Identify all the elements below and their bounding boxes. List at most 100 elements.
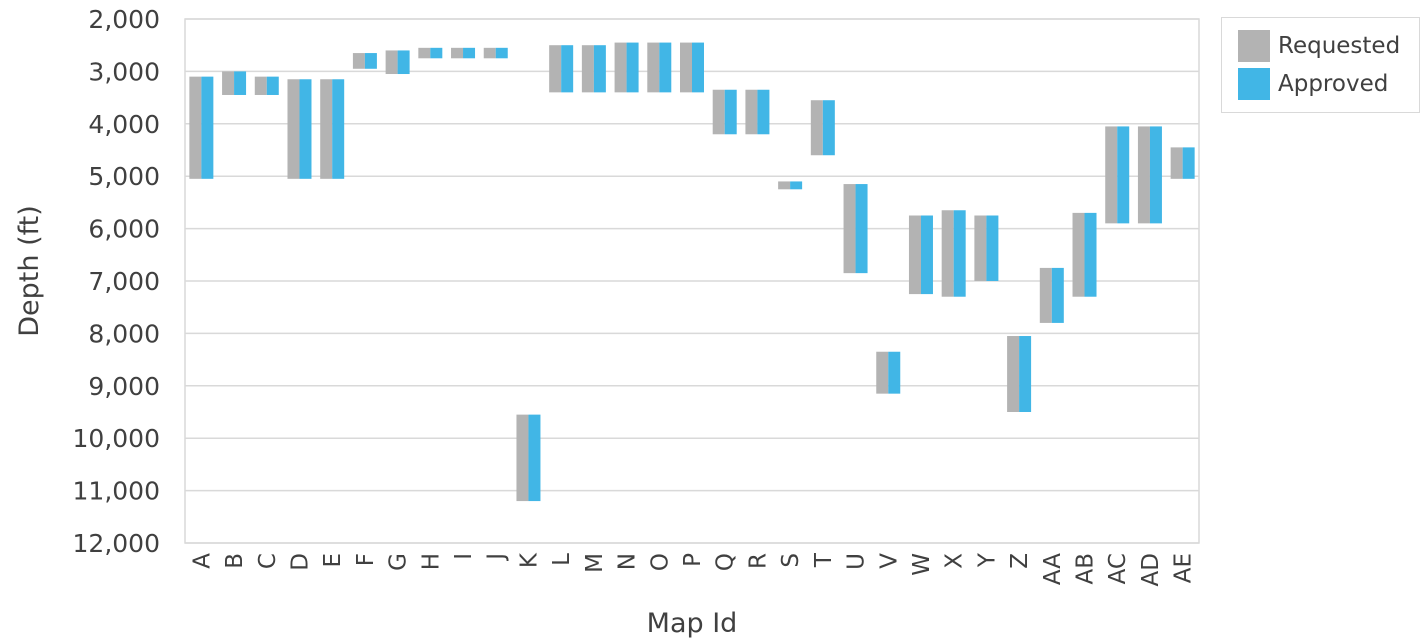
x-tick-label: G bbox=[386, 553, 412, 571]
bar-approved-j bbox=[495, 47, 508, 59]
x-tick-label: E bbox=[320, 553, 346, 568]
bar-requested-m bbox=[581, 45, 594, 93]
bar-approved-a bbox=[201, 76, 214, 179]
bar-requested-ad bbox=[1137, 126, 1150, 224]
bar-approved-g bbox=[397, 50, 410, 75]
bar-requested-e bbox=[320, 79, 333, 179]
x-tick-label: X bbox=[942, 553, 968, 569]
bar-approved-w bbox=[920, 215, 933, 295]
bar-requested-w bbox=[908, 215, 921, 295]
bar-approved-t bbox=[822, 100, 835, 156]
bar-approved-x bbox=[953, 210, 966, 297]
bar-requested-c bbox=[254, 76, 267, 95]
bar-approved-q bbox=[724, 89, 737, 135]
bar-requested-f bbox=[352, 53, 365, 69]
bar-requested-u bbox=[843, 184, 856, 274]
bar-approved-f bbox=[364, 53, 377, 69]
y-tick-label: 10,000 bbox=[73, 424, 160, 453]
x-tick-label: Y bbox=[974, 552, 1000, 568]
x-tick-label: C bbox=[255, 553, 281, 569]
bar-requested-aa bbox=[1039, 267, 1052, 323]
bar-requested-g bbox=[385, 50, 398, 75]
bar-approved-n bbox=[626, 42, 639, 93]
bar-requested-ab bbox=[1072, 212, 1085, 297]
bar-approved-s bbox=[790, 181, 803, 190]
x-tick-label: N bbox=[615, 553, 641, 570]
bar-approved-b bbox=[234, 71, 247, 95]
x-tick-label: D bbox=[287, 553, 313, 571]
bar-approved-z bbox=[1019, 336, 1032, 412]
y-tick-label: 12,000 bbox=[73, 529, 160, 558]
bar-approved-ab bbox=[1084, 212, 1097, 297]
bar-approved-e bbox=[332, 79, 345, 179]
x-tick-label: AC bbox=[1105, 553, 1131, 584]
bar-approved-h bbox=[430, 47, 443, 59]
x-tick-label: J bbox=[484, 553, 510, 562]
y-tick-label: 9,000 bbox=[88, 372, 160, 401]
bar-requested-i bbox=[451, 47, 464, 59]
bar-approved-o bbox=[659, 42, 672, 93]
x-tick-label: AA bbox=[1040, 553, 1066, 585]
x-tick-label: I bbox=[451, 553, 477, 560]
x-tick-label: L bbox=[549, 553, 575, 566]
bar-approved-p bbox=[692, 42, 704, 93]
x-tick-label: P bbox=[680, 553, 706, 567]
x-axis-title: Map Id bbox=[647, 608, 738, 639]
bar-requested-a bbox=[189, 76, 202, 179]
bar-approved-u bbox=[855, 184, 868, 274]
bar-requested-k bbox=[516, 414, 529, 502]
bar-approved-d bbox=[299, 79, 312, 179]
x-tick-label: M bbox=[582, 553, 608, 573]
legend-label-requested: Requested bbox=[1278, 33, 1401, 59]
x-tick-label: K bbox=[516, 552, 542, 568]
bar-approved-i bbox=[463, 47, 476, 59]
x-tick-label: R bbox=[745, 553, 771, 569]
x-tick-label: AE bbox=[1171, 553, 1197, 583]
legend-swatch-approved bbox=[1238, 68, 1270, 100]
bar-approved-ad bbox=[1149, 126, 1162, 224]
y-tick-label: 11,000 bbox=[73, 477, 160, 506]
bar-approved-v bbox=[888, 351, 901, 394]
legend-item-requested: Requested bbox=[1238, 30, 1400, 62]
y-tick-label: 5,000 bbox=[88, 162, 160, 191]
bar-requested-b bbox=[222, 71, 235, 95]
x-tick-label: U bbox=[844, 553, 870, 570]
bar-requested-s bbox=[778, 181, 791, 190]
x-tick-label: AD bbox=[1138, 553, 1164, 586]
x-tick-label: W bbox=[909, 553, 935, 576]
bar-requested-v bbox=[876, 351, 889, 394]
y-axis-title: Depth (ft) bbox=[14, 205, 45, 337]
bar-requested-j bbox=[483, 47, 496, 59]
x-tick-label: A bbox=[189, 553, 215, 569]
y-tick-label: 3,000 bbox=[88, 57, 160, 86]
x-tick-label: V bbox=[876, 553, 902, 569]
bar-requested-y bbox=[974, 215, 987, 281]
bar-approved-k bbox=[528, 414, 541, 502]
bar-requested-l bbox=[549, 45, 562, 93]
x-tick-label: S bbox=[778, 553, 804, 568]
bar-approved-ae bbox=[1182, 147, 1195, 179]
bar-approved-aa bbox=[1051, 267, 1064, 323]
legend-swatch-requested bbox=[1238, 30, 1270, 62]
y-tick-label: 6,000 bbox=[88, 215, 160, 244]
bar-requested-p bbox=[680, 42, 692, 93]
x-tick-label: Q bbox=[713, 553, 739, 571]
bar-requested-n bbox=[614, 42, 627, 93]
bar-requested-ac bbox=[1105, 126, 1118, 224]
bar-requested-z bbox=[1007, 336, 1020, 412]
x-tick-label: O bbox=[647, 553, 673, 571]
legend: Requested Approved bbox=[1221, 17, 1420, 113]
bar-approved-m bbox=[593, 45, 606, 93]
x-tick-label: AB bbox=[1073, 553, 1099, 585]
y-tick-label: 7,000 bbox=[88, 267, 160, 296]
x-tick-label: T bbox=[811, 552, 837, 568]
bar-approved-l bbox=[561, 45, 574, 93]
x-tick-label: Z bbox=[1007, 553, 1033, 569]
bar-approved-c bbox=[266, 76, 279, 95]
bar-approved-ac bbox=[1117, 126, 1130, 224]
bar-requested-q bbox=[712, 89, 725, 135]
bar-requested-ae bbox=[1170, 147, 1183, 179]
y-tick-label: 2,000 bbox=[88, 5, 160, 34]
